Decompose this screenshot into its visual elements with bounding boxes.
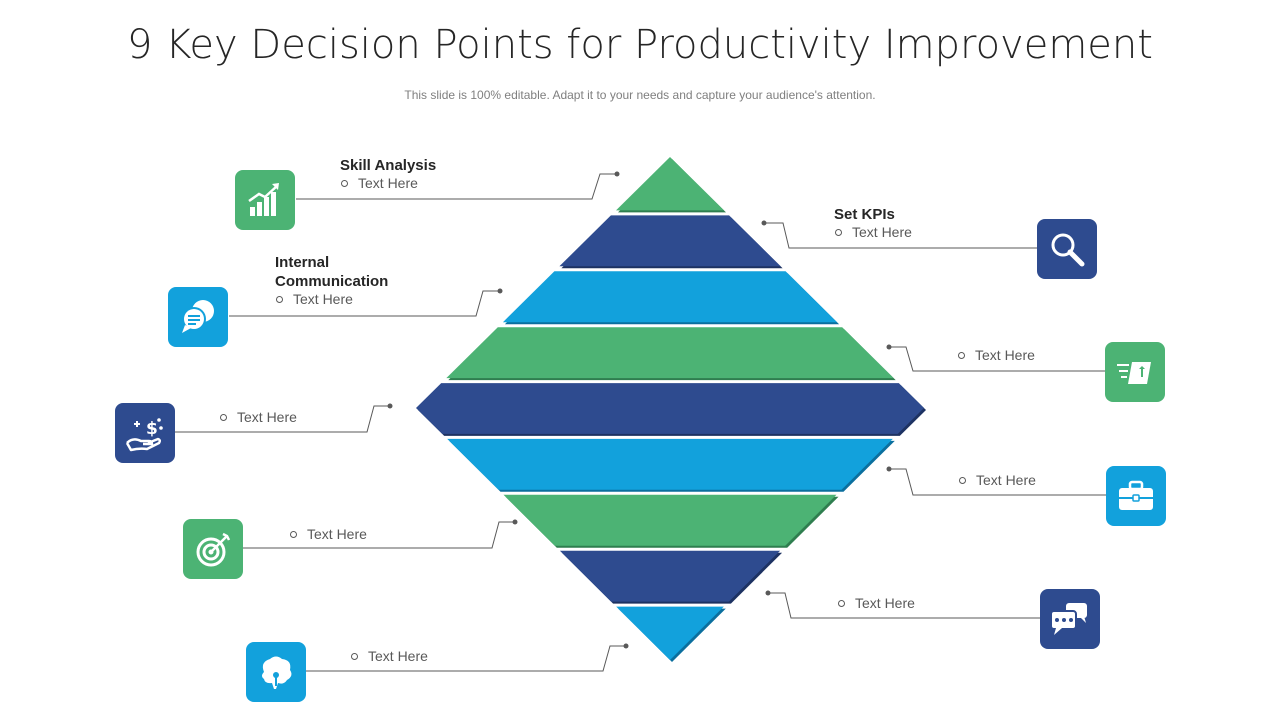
brain-bulb-icon [246,642,306,702]
connector-line-3 [229,290,500,317]
bullet-icon [959,476,966,484]
point-9-text: Text Here [351,648,428,664]
bullet-icon [290,530,297,538]
skill-analysis-heading: Skill Analysis [340,157,437,174]
bullet-icon [341,179,348,187]
bullet-icon [835,228,842,236]
point-5-text: Text Here [220,409,297,425]
bullet-icon [838,599,845,607]
connector-line-5 [175,405,390,433]
message-dots-icon [1040,589,1100,649]
connector-line-2 [764,222,1037,249]
connector-line-4 [889,346,1105,372]
money-hand-icon: $ [115,403,175,463]
fast-delivery-box-icon [1105,342,1165,402]
diamond-layers [416,157,926,662]
slide-subtitle: This slide is 100% editable. Adapt it to… [404,88,876,102]
svg-text:$: $ [146,419,158,439]
connector-line-6 [889,468,1106,496]
internal-communication-text: Text Here [276,291,353,307]
connector-line-1 [296,173,617,200]
diamond-layer-8 [559,550,781,602]
connector-dot-6 [886,466,892,472]
connector-dot-8 [765,590,771,596]
connector-dot-1 [614,171,620,177]
point-8-text: Text Here [838,595,915,611]
diamond-layer-7 [503,494,837,546]
briefcase-icon [1106,466,1166,526]
chat-bubbles-icon [168,287,228,347]
set-kpis-text: Text Here [835,224,912,240]
connector-dot-7 [512,519,518,525]
set-kpis-heading: Set KPIs [834,206,895,223]
diamond-layer-4 [446,327,894,379]
connector-dot-9 [623,643,629,649]
diamond-layer-1 [616,157,724,211]
bullet-icon [220,413,227,421]
point-6-text: Text Here [959,472,1036,488]
connector-line-7 [243,521,515,549]
connector-line-8 [768,592,1040,619]
bullet-icon [276,295,283,303]
diamond-layer-5 [416,383,924,434]
bullet-icon [958,351,965,359]
diamond-layer-6 [447,438,893,490]
diamond-layer-2 [559,215,781,267]
diamond-layer-9 [616,606,724,660]
connector-line-9 [306,645,626,672]
diamond-layer-3 [502,271,838,323]
magnifier-icon [1037,219,1097,279]
skill-analysis-text: Text Here [341,175,418,191]
connector-lines [175,171,1106,672]
target-icon [183,519,243,579]
bullet-icon [351,652,358,660]
slide-title: 9 Key Decision Points for Productivity I… [127,22,1153,68]
connector-dot-4 [886,344,892,350]
growth-chart-icon [235,170,295,230]
internal-communication-heading: Internal Communication [275,254,389,290]
point-4-text: Text Here [958,347,1035,363]
connector-dot-5 [387,403,393,409]
point-7-text: Text Here [290,526,367,542]
connector-dot-2 [761,220,767,226]
connector-dot-3 [497,288,503,294]
